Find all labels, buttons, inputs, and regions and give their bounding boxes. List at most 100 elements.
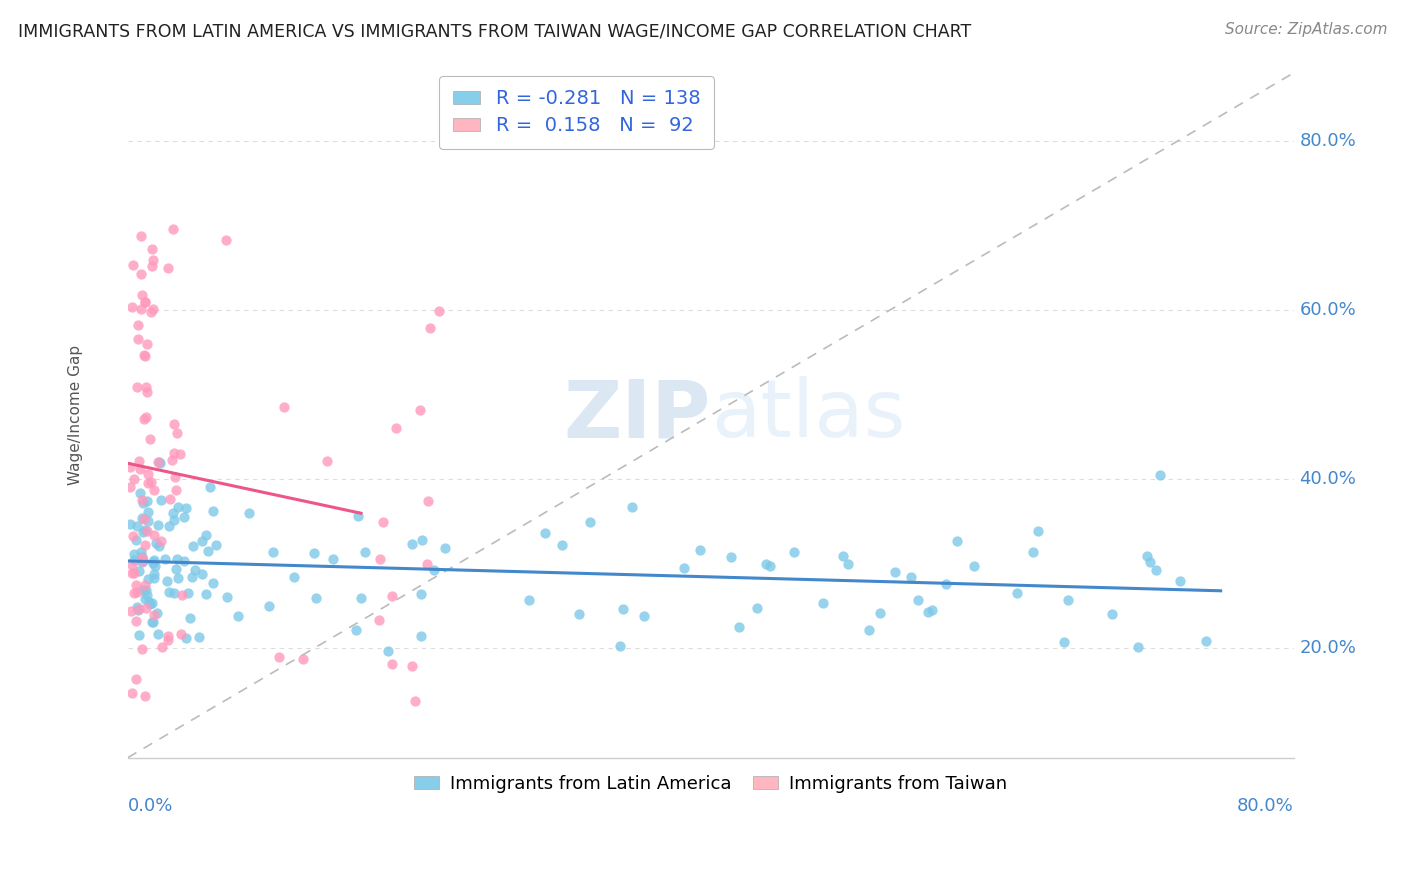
Legend: Immigrants from Latin America, Immigrants from Taiwan: Immigrants from Latin America, Immigrant… xyxy=(406,767,1015,800)
Point xyxy=(127,585,149,599)
Point xyxy=(132,412,155,426)
Point xyxy=(166,552,188,566)
Point xyxy=(302,546,325,560)
Point xyxy=(728,620,751,634)
Point xyxy=(273,400,295,414)
Point xyxy=(416,494,439,508)
Point xyxy=(1144,563,1167,577)
Point xyxy=(201,504,224,518)
Point xyxy=(163,470,186,484)
Point xyxy=(884,566,907,580)
Point xyxy=(134,295,156,310)
Point xyxy=(269,650,291,665)
Point xyxy=(142,252,165,267)
Point xyxy=(134,523,156,537)
Point xyxy=(519,592,541,607)
Point xyxy=(128,564,150,578)
Point xyxy=(179,611,201,625)
Point xyxy=(205,538,228,552)
Point xyxy=(141,596,163,610)
Point xyxy=(139,432,162,446)
Point xyxy=(609,639,631,653)
Point xyxy=(131,492,153,507)
Point xyxy=(197,544,219,558)
Point xyxy=(146,518,169,533)
Point xyxy=(283,570,305,584)
Point xyxy=(1149,467,1171,482)
Point xyxy=(125,533,148,548)
Text: IMMIGRANTS FROM LATIN AMERICA VS IMMIGRANTS FROM TAIWAN WAGE/INCOME GAP CORRELAT: IMMIGRANTS FROM LATIN AMERICA VS IMMIGRA… xyxy=(18,22,972,40)
Point xyxy=(1139,555,1161,569)
Point xyxy=(122,529,145,543)
Point xyxy=(350,591,373,606)
Point xyxy=(163,513,186,527)
Point xyxy=(745,600,768,615)
Point xyxy=(672,561,695,575)
Point xyxy=(759,559,782,574)
Point xyxy=(579,515,602,529)
Point xyxy=(550,538,572,552)
Point xyxy=(187,630,209,644)
Point xyxy=(135,409,157,424)
Point xyxy=(148,539,170,553)
Point xyxy=(132,524,155,539)
Point xyxy=(163,417,186,432)
Text: 20.0%: 20.0% xyxy=(1299,639,1357,657)
Point xyxy=(138,514,160,528)
Point xyxy=(184,563,207,577)
Point xyxy=(1005,586,1028,600)
Point xyxy=(633,609,655,624)
Point xyxy=(322,552,344,566)
Point xyxy=(138,467,160,481)
Point xyxy=(128,453,150,467)
Point xyxy=(120,480,142,494)
Point xyxy=(381,657,404,671)
Point xyxy=(129,229,152,244)
Point xyxy=(136,524,159,538)
Text: 80.0%: 80.0% xyxy=(1237,797,1294,814)
Point xyxy=(166,562,188,576)
Point xyxy=(122,585,145,599)
Point xyxy=(167,500,190,515)
Point xyxy=(1101,607,1123,622)
Point xyxy=(132,512,155,526)
Point xyxy=(122,553,145,567)
Point xyxy=(129,302,152,317)
Point xyxy=(142,570,165,584)
Point xyxy=(869,606,891,620)
Point xyxy=(134,294,156,309)
Point xyxy=(180,570,202,584)
Point xyxy=(1022,545,1045,559)
Point xyxy=(134,349,156,363)
Point xyxy=(125,672,148,686)
Point xyxy=(141,242,163,256)
Point xyxy=(136,337,159,351)
Point xyxy=(134,577,156,591)
Point xyxy=(121,558,143,572)
Text: 80.0%: 80.0% xyxy=(1299,132,1357,150)
Point xyxy=(169,447,191,461)
Point xyxy=(195,587,218,601)
Point xyxy=(177,586,200,600)
Point xyxy=(963,559,986,574)
Point xyxy=(135,583,157,598)
Point xyxy=(416,557,439,571)
Text: atlas: atlas xyxy=(710,376,905,454)
Point xyxy=(143,553,166,567)
Point xyxy=(156,629,179,643)
Point xyxy=(191,534,214,549)
Point xyxy=(118,517,141,532)
Point xyxy=(135,493,157,508)
Point xyxy=(165,483,187,498)
Point xyxy=(155,552,177,566)
Point xyxy=(141,260,163,274)
Point xyxy=(620,500,643,515)
Point xyxy=(121,258,143,272)
Point xyxy=(131,288,153,302)
Point xyxy=(122,547,145,561)
Point xyxy=(1026,524,1049,538)
Point xyxy=(194,527,217,541)
Point xyxy=(201,575,224,590)
Point xyxy=(128,628,150,642)
Point xyxy=(347,509,370,524)
